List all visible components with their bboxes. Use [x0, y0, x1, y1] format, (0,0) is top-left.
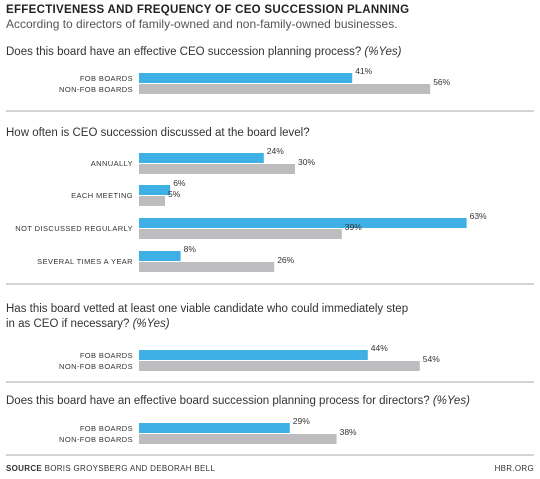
panel2-not-discussed-regularly-fob-bar: [139, 218, 467, 228]
panel3-non-fob-boards-value: 54%: [423, 354, 440, 364]
panel2-each-meeting-fob-value: 6%: [173, 178, 186, 188]
panel2-several-times-a-year-fob-value: 8%: [184, 244, 197, 254]
panel1-non-fob-boards-value: 56%: [433, 77, 450, 87]
panel2-several-times-a-year-nonfob-value: 26%: [277, 255, 294, 265]
question-3-suffix: (%Yes): [133, 318, 170, 330]
question-3-line-1: Has this board vetted at least one viabl…: [6, 303, 408, 315]
question-4: Does this board have an effective board …: [6, 395, 470, 407]
panel4-fob-boards-label: FOB BOARDS: [80, 424, 133, 433]
panel1-fob-boards-bar: [139, 73, 353, 83]
panel2-annually-fob-value: 24%: [267, 146, 284, 156]
panel4-non-fob-boards-value: 38%: [340, 427, 357, 437]
question-1-suffix: (%Yes): [364, 46, 401, 58]
question-1: Does this board have an effective CEO su…: [6, 46, 402, 58]
source-label: SOURCE: [6, 464, 42, 473]
panel3-fob-boards-label: FOB BOARDS: [80, 351, 133, 360]
question-2: How often is CEO succession discussed at…: [6, 127, 310, 139]
panel2-each-meeting-label: EACH MEETING: [71, 191, 133, 200]
bars-layer: FOB BOARDS 41% NON-FOB BOARDS 56% FOB BOARDS…: [15, 66, 487, 444]
panel3-non-fob-boards-label: NON-FOB BOARDS: [59, 362, 133, 371]
source-note: SOURCE BORIS GROYSBERG AND DEBORAH BELL: [6, 464, 215, 473]
panel2-annually-label: ANNUALLY: [91, 159, 133, 168]
question-3-line-2: in as CEO if necessary? (%Yes): [6, 318, 170, 330]
panel1-fob-boards-label: FOB BOARDS: [80, 74, 133, 83]
panel2-not-discussed-regularly-fob-value: 63%: [470, 211, 487, 221]
panel2-each-meeting-nonfob-value: 5%: [168, 189, 181, 199]
panel1-non-fob-boards-bar: [139, 84, 431, 94]
panel2-annually-fob-bar: [139, 153, 264, 163]
panel2-several-times-a-year-fob-bar: [139, 251, 181, 261]
panel2-each-meeting-nonfob-bar: [139, 196, 165, 206]
panel3-fob-boards-bar: [139, 350, 368, 360]
question-1-text: Does this board have an effective CEO su…: [6, 46, 361, 58]
panel2-several-times-a-year-nonfob-bar: [139, 262, 275, 272]
panel4-non-fob-boards-bar: [139, 434, 337, 444]
question-4-suffix: (%Yes): [433, 395, 470, 407]
panel4-non-fob-boards-label: NON-FOB BOARDS: [59, 435, 133, 444]
panel2-not-discussed-regularly-nonfob-bar: [139, 229, 342, 239]
publisher: HBR.ORG: [495, 464, 534, 473]
panel2-annually-nonfob-value: 30%: [298, 157, 315, 167]
panel1-fob-boards-value: 41%: [355, 66, 372, 76]
panel2-not-discussed-regularly-label: NOT DISCUSSED REGULARLY: [15, 224, 133, 233]
panel4-fob-boards-value: 29%: [293, 416, 310, 426]
panel1-non-fob-boards-label: NON-FOB BOARDS: [59, 85, 133, 94]
chart-title: EFFECTIVENESS AND FREQUENCY OF CEO SUCCE…: [6, 4, 409, 16]
panel4-fob-boards-bar: [139, 423, 290, 433]
question-3-text-2: in as CEO if necessary?: [6, 318, 129, 330]
panel2-annually-nonfob-bar: [139, 164, 295, 174]
source-text: BORIS GROYSBERG AND DEBORAH BELL: [45, 464, 216, 473]
chart-subtitle: According to directors of family-owned a…: [6, 17, 398, 31]
panel2-not-discussed-regularly-nonfob-value: 39%: [345, 222, 362, 232]
panel2-each-meeting-fob-bar: [139, 185, 171, 195]
panel3-fob-boards-value: 44%: [371, 343, 388, 353]
panel3-non-fob-boards-bar: [139, 361, 420, 371]
question-4-text: Does this board have an effective board …: [6, 395, 430, 407]
panel2-several-times-a-year-label: SEVERAL TIMES A YEAR: [37, 257, 133, 266]
